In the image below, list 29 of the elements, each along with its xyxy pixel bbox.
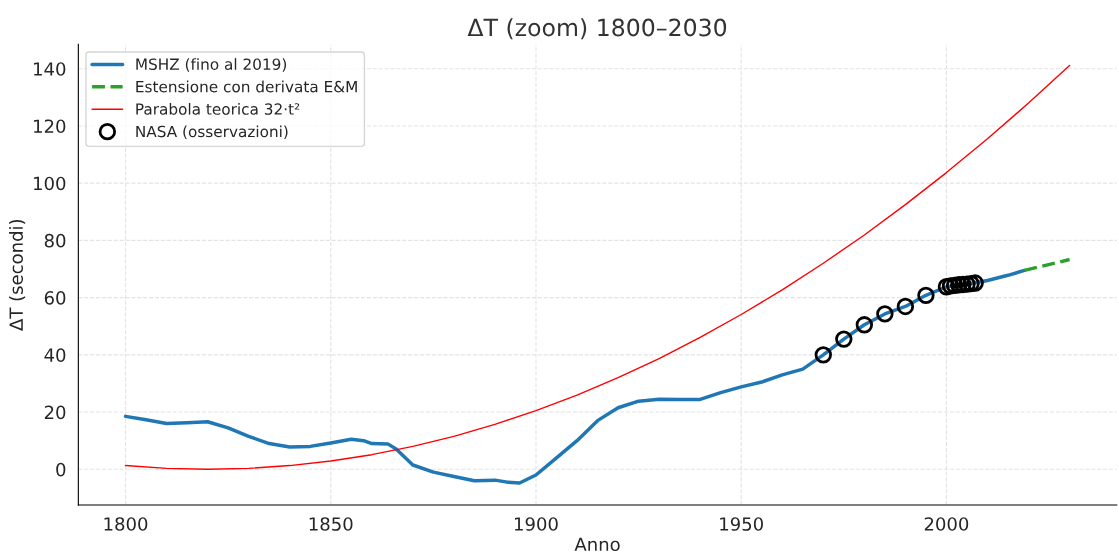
y-tick-label: 20 [44, 405, 66, 420]
legend-label: MSHZ (fino al 2019) [136, 58, 287, 72]
y-axis-title: ΔT (secondi) [9, 219, 26, 331]
y-tick-label: 40 [44, 348, 66, 362]
y-tick-label: 100 [34, 176, 66, 191]
x-tick-label: 1800 [104, 517, 148, 531]
x-tick-label: 1900 [514, 517, 558, 531]
line-series [123, 268, 1027, 485]
point [855, 316, 874, 334]
y-tick-label: 120 [34, 119, 66, 134]
legend-label: Parabola teorica 32·t² [136, 103, 300, 115]
point [814, 346, 832, 364]
y-tick-label: 60 [44, 291, 66, 305]
point [937, 278, 956, 296]
x-axis-title: Anno [574, 537, 620, 552]
legend-label: NASA (osservazioni) [136, 125, 288, 140]
point [896, 297, 915, 316]
point [876, 305, 894, 323]
x-tick-label: 1850 [309, 517, 353, 531]
y-tick-label: 80 [44, 233, 66, 248]
x-tick-label: 1950 [720, 517, 763, 531]
point [966, 274, 984, 292]
chart-title: ΔT (zoom) 1800–2030 [467, 18, 727, 40]
point [835, 330, 853, 348]
y-tick-label: 140 [34, 62, 66, 76]
point [917, 286, 935, 305]
legend-label: Estensione con derivata E&M [136, 80, 357, 93]
y-tick-label: 0 [56, 462, 66, 477]
x-tick-label: 2000 [924, 517, 969, 531]
